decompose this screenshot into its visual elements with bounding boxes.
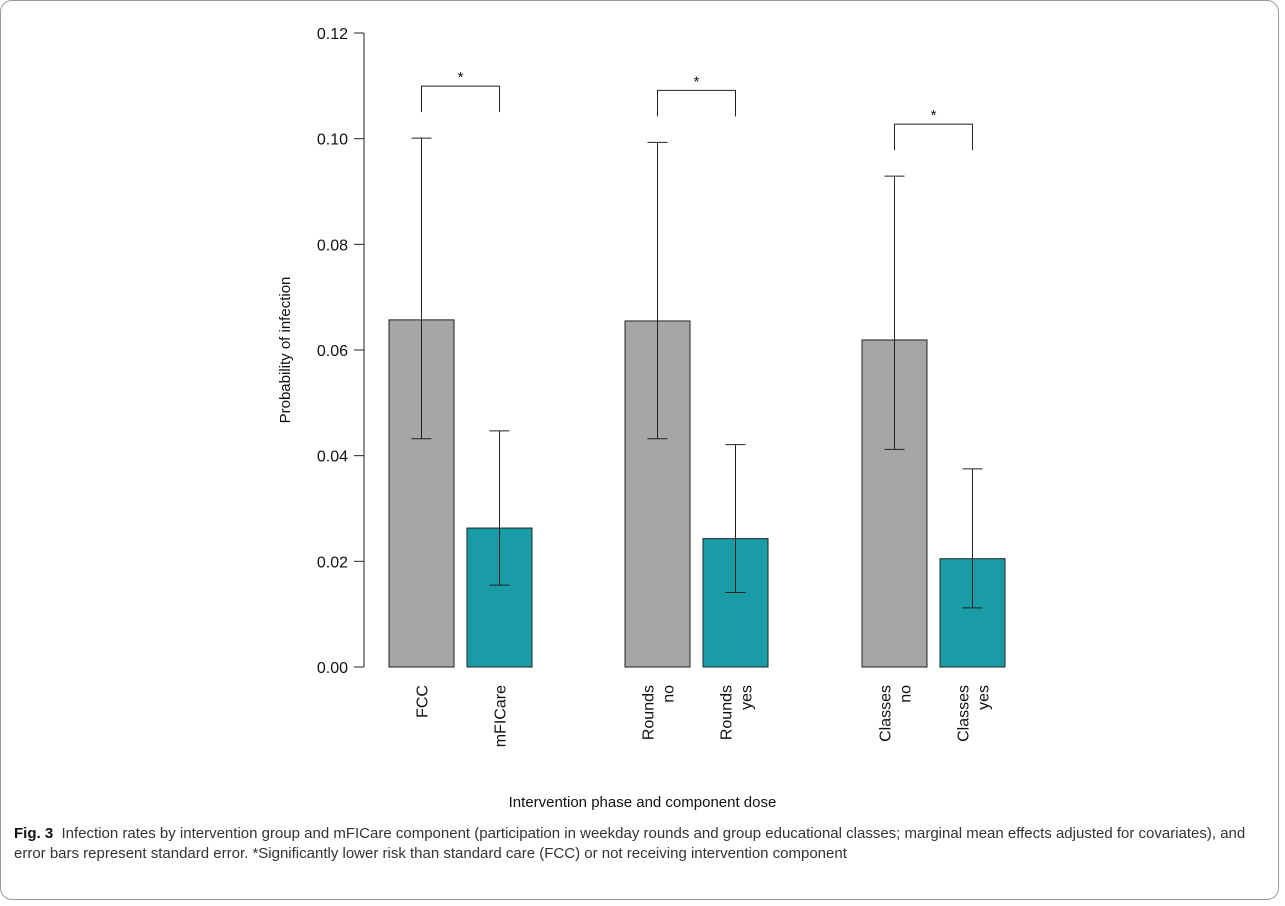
x-category-label: Classes bbox=[878, 685, 895, 742]
x-category-label: yes bbox=[739, 685, 756, 710]
figure-label: Fig. 3 bbox=[14, 825, 54, 842]
x-category-label: Classes bbox=[956, 685, 973, 742]
x-category-label: yes bbox=[976, 685, 993, 710]
y-tick-label: 0.06 bbox=[317, 343, 348, 360]
y-tick-label: 0.00 bbox=[317, 660, 348, 677]
x-axis-label: Intervention phase and component dose bbox=[508, 794, 777, 811]
y-tick-label: 0.04 bbox=[317, 449, 348, 466]
significance-bracket bbox=[894, 123, 973, 151]
y-tick-label: 0.12 bbox=[317, 26, 348, 43]
significance-marker: * bbox=[694, 73, 700, 90]
x-category-label: mFICare bbox=[493, 685, 510, 747]
figure-caption: Fig. 3 Infection rates by intervention g… bbox=[14, 824, 1264, 864]
x-category-label: no bbox=[898, 685, 915, 703]
x-category-label: Rounds bbox=[641, 685, 658, 740]
x-category-label: no bbox=[661, 685, 678, 703]
caption-text: Infection rates by intervention group an… bbox=[14, 825, 1246, 862]
y-tick-label: 0.10 bbox=[317, 132, 348, 149]
y-tick-label: 0.02 bbox=[317, 554, 348, 571]
x-category-label: FCC bbox=[415, 685, 432, 718]
y-tick-label: 0.08 bbox=[317, 237, 348, 254]
significance-bracket bbox=[421, 85, 500, 113]
significance-marker: * bbox=[458, 69, 464, 86]
significance-bracket bbox=[657, 89, 736, 117]
significance-marker: * bbox=[931, 107, 937, 124]
y-axis-label: Probability of infection bbox=[277, 277, 294, 424]
x-category-label: Rounds bbox=[719, 685, 736, 740]
